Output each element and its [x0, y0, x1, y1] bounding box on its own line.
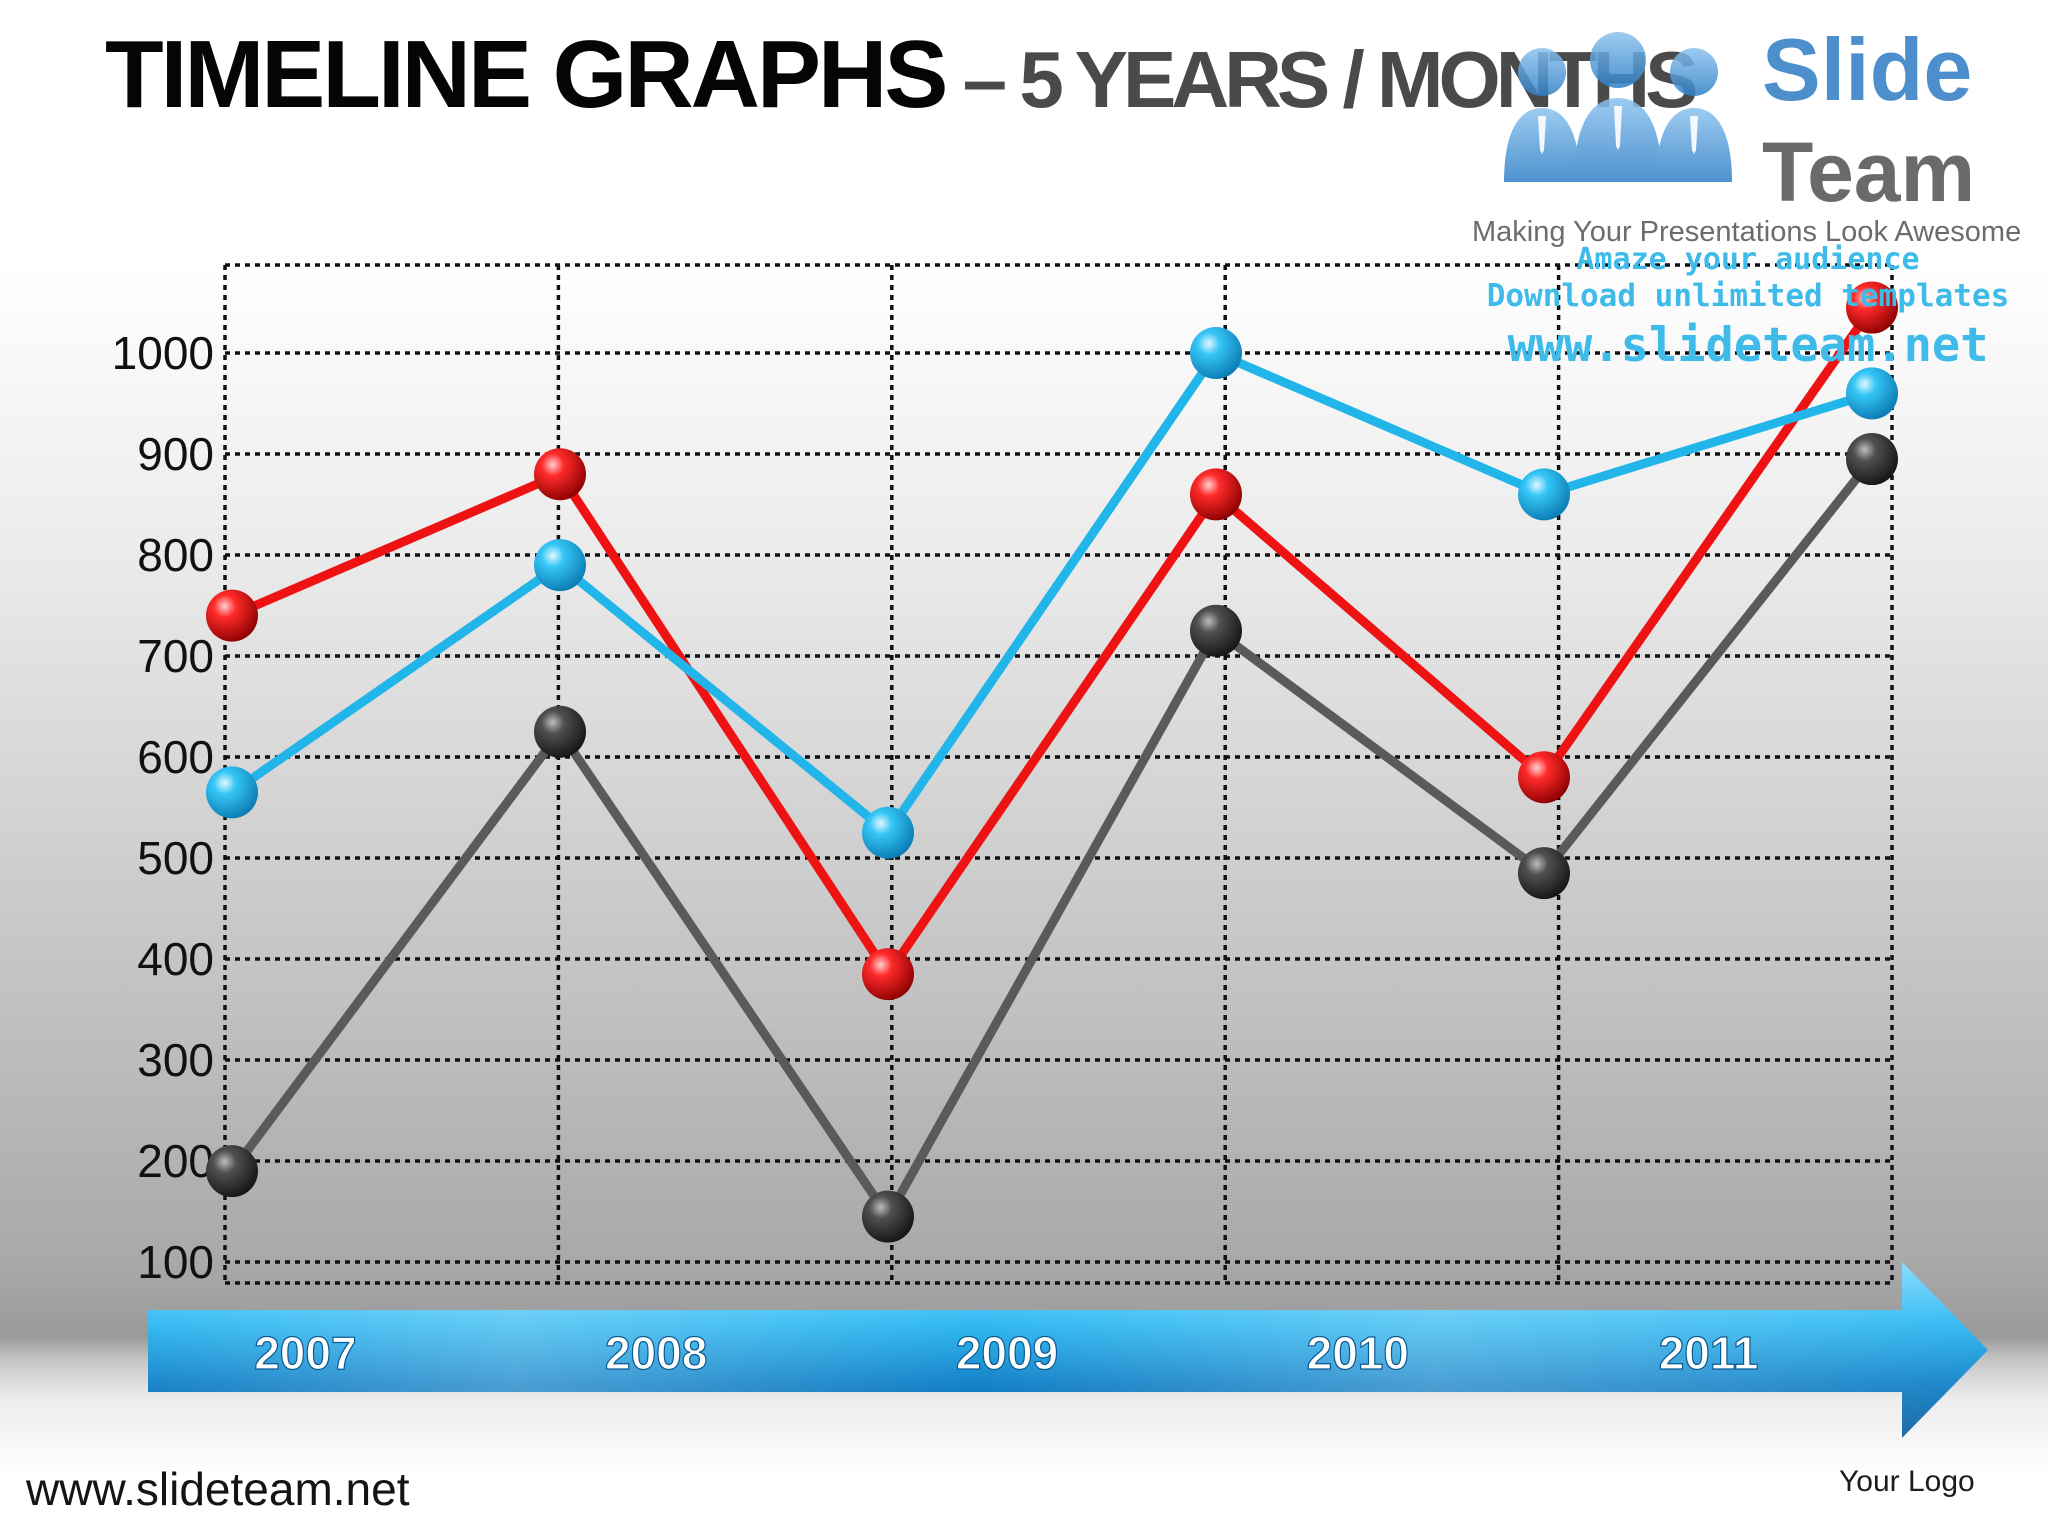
watermark-promo-1: Amaze your audience: [1576, 242, 1920, 277]
watermark-tagline: Making Your Presentations Look Awesome: [1472, 216, 2022, 248]
series-line: [227, 454, 1877, 1222]
data-point: [1846, 281, 1898, 334]
series-1: [206, 281, 1898, 1001]
y-axis-ticks: 100 200 300 400 500 600 700 800 900 1000: [112, 327, 214, 1288]
y-tick-label: 400: [137, 933, 214, 985]
y-tick-label: 800: [137, 529, 214, 581]
watermark-brand: Slide: [1762, 20, 1973, 119]
y-tick-label: 700: [137, 630, 214, 682]
data-point: [1518, 468, 1570, 521]
data-point: [1518, 751, 1570, 804]
data-point: [862, 1190, 914, 1243]
y-tick-label: 200: [137, 1135, 214, 1187]
data-point: [1518, 847, 1570, 900]
chart-grid: [223, 263, 1894, 1285]
y-tick-label: 600: [137, 731, 214, 783]
data-point: [1190, 604, 1242, 657]
y-tick-label: 1000: [112, 327, 214, 379]
series-0: [206, 433, 1898, 1243]
watermark-promo-url: www.slideteam.net: [1507, 318, 1989, 373]
timeline-arrow-sheen: [148, 1262, 1988, 1438]
timeline-arrow: 2007 2008 2009 2010 2011: [148, 1262, 1988, 1438]
data-point: [206, 1145, 258, 1198]
title-main: TIMELINE GRAPHS: [105, 21, 948, 128]
data-point: [1190, 327, 1242, 379]
data-point: [862, 806, 914, 859]
y-tick-label: 100: [137, 1236, 214, 1288]
y-tick-label: 500: [137, 832, 214, 884]
data-point: [1846, 367, 1898, 420]
watermark-team: Team: [1762, 125, 1976, 219]
timeline-year-label: 2011: [1659, 1327, 1759, 1379]
y-tick-label: 900: [137, 428, 214, 480]
data-point: [534, 705, 586, 758]
timeline-year-label: 2007: [254, 1327, 356, 1379]
watermark-promo-2: Download unlimited templates: [1486, 278, 2010, 314]
three-people-icon: [1504, 32, 1732, 182]
series-line: [227, 348, 1877, 838]
slideteam-watermark: Slide Team Making Your Presentations Loo…: [1468, 20, 2028, 374]
slide-title: TIMELINE GRAPHS – 5 YEARS / MONTHS: [105, 21, 1699, 128]
data-point: [206, 766, 258, 819]
timeline-year-label: 2008: [605, 1327, 707, 1379]
data-point: [534, 539, 586, 592]
y-tick-label: 300: [137, 1034, 214, 1086]
data-point: [206, 589, 258, 642]
data-point: [534, 448, 586, 501]
chart-series: [206, 281, 1898, 1243]
series-line: [227, 303, 1877, 979]
data-point: [1846, 433, 1898, 486]
data-point: [1190, 468, 1242, 521]
timeline-year-label: 2009: [956, 1327, 1058, 1379]
series-2: [206, 327, 1898, 859]
footer-logo-placeholder: Your Logo: [1839, 1465, 1975, 1498]
footer-url[interactable]: www.slideteam.net: [26, 1463, 410, 1515]
title-sub: – 5 YEARS / MONTHS: [945, 35, 1699, 124]
data-point: [862, 948, 914, 1001]
timeline-year-label: 2010: [1307, 1327, 1409, 1379]
